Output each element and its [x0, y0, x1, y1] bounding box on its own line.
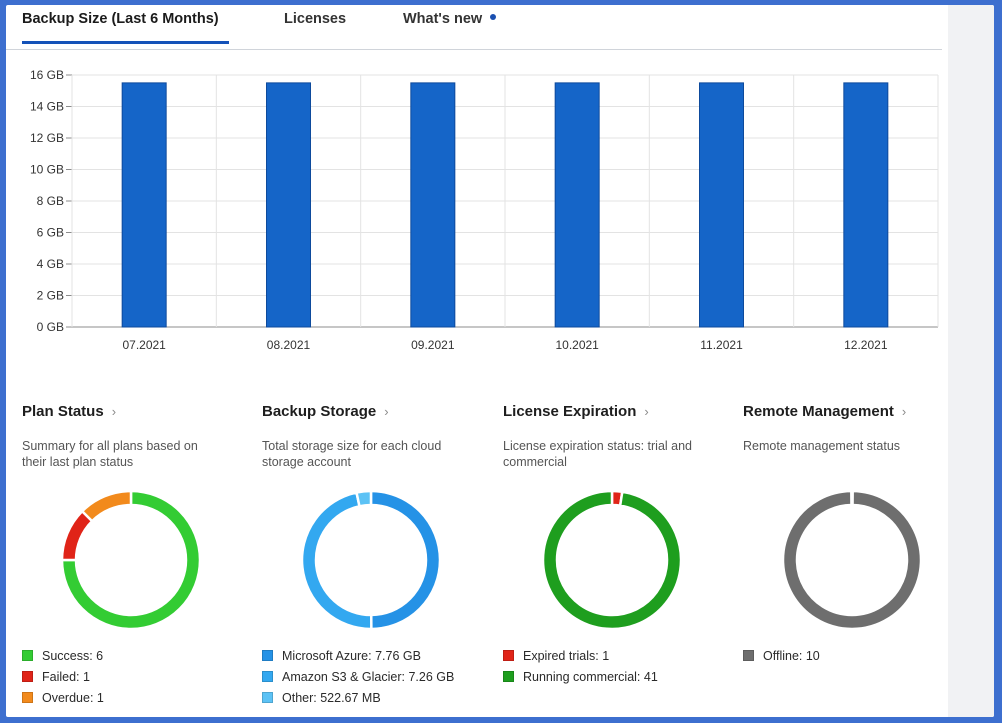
- chevron-right-icon: ›: [384, 404, 389, 419]
- remote-management-description: Remote management status: [743, 439, 901, 453]
- legend-label: Failed: 1: [42, 670, 90, 684]
- legend-swatch: [22, 671, 33, 683]
- x-tick-label: 11.2021: [700, 338, 743, 352]
- bar-09.2021[interactable]: [410, 82, 456, 328]
- plan-status-title[interactable]: Plan Status ›: [22, 403, 252, 420]
- donut-segment[interactable]: [541, 489, 683, 631]
- y-tick-label: 10 GB: [30, 163, 64, 177]
- legend-label: Overdue: 1: [42, 691, 104, 705]
- tab-bar: Backup Size (Last 6 Months) Licenses Wha…: [6, 5, 942, 50]
- y-tick-label: 14 GB: [30, 100, 64, 114]
- widget-plan-status: Plan Status › Summary for all plans based…: [22, 403, 252, 705]
- y-tick-label: 16 GB: [30, 68, 64, 82]
- legend-label: Success: 6: [42, 649, 104, 663]
- chevron-right-icon: ›: [644, 404, 649, 419]
- legend-swatch: [22, 650, 33, 662]
- donut-segment[interactable]: [60, 509, 94, 562]
- donut-segment[interactable]: [781, 489, 923, 631]
- new-indicator-dot: [490, 14, 497, 21]
- donut-segment[interactable]: [60, 489, 202, 631]
- legend-swatch: [503, 671, 514, 683]
- chevron-right-icon: ›: [901, 404, 907, 419]
- legend-item[interactable]: Microsoft Azure: 7.76 GB: [262, 646, 454, 667]
- license-expiration-legend: Expired trials: 1 Running commercial: 41: [503, 646, 658, 688]
- bar-12.2021[interactable]: [843, 82, 889, 328]
- legend-item[interactable]: Amazon S3 & Glacier: 7.26 GB: [262, 667, 454, 688]
- right-side-panel: [948, 5, 994, 717]
- widget-remote-management: Remote Management › Remote management sta…: [743, 403, 973, 703]
- plan-status-description: Summary for all plans based on their las…: [22, 439, 198, 469]
- backup-storage-legend: Microsoft Azure: 7.76 GB Amazon S3 & Glac…: [262, 646, 454, 709]
- legend-swatch: [503, 650, 514, 662]
- backup-storage-title-text: Backup Storage: [262, 403, 377, 420]
- y-tick-label: 4 GB: [37, 257, 64, 271]
- legend-item[interactable]: Offline: 10: [743, 646, 820, 667]
- remote-management-title[interactable]: Remote Management ›: [743, 403, 973, 420]
- donut-segment[interactable]: [369, 489, 442, 631]
- bar-07.2021[interactable]: [121, 82, 167, 328]
- legend-item[interactable]: Expired trials: 1: [503, 646, 658, 667]
- license-expiration-title[interactable]: License Expiration ›: [503, 403, 733, 420]
- legend-swatch: [262, 650, 273, 662]
- x-tick-label: 09.2021: [411, 338, 455, 352]
- legend-swatch: [743, 650, 754, 662]
- x-tick-label: 12.2021: [844, 338, 888, 352]
- y-tick-label: 6 GB: [37, 226, 64, 240]
- backup-size-chart: 0 GB 2 GB 4 GB 6 GB 8 GB 10 GB 12 GB 14 GB 16 GB…: [6, 57, 942, 367]
- legend-label: Amazon S3 & Glacier: 7.26 GB: [282, 670, 455, 684]
- plan-status-legend: Success: 6 Failed: 1 Overdue: 1: [22, 646, 104, 709]
- y-tick-label: 8 GB: [37, 194, 64, 208]
- backup-storage-description: Total storage size for each cloud storag…: [262, 439, 442, 469]
- legend-swatch: [262, 692, 273, 704]
- backup-size-bar-chart: 0 GB 2 GB 4 GB 6 GB 8 GB 10 GB 12 GB 14 GB 16 GB…: [30, 68, 939, 352]
- y-tick-label: 0 GB: [37, 320, 64, 334]
- remote-management-title-text: Remote Management: [743, 403, 894, 420]
- legend-label: Expired trials: 1: [523, 649, 610, 663]
- tab-backup-size[interactable]: Backup Size (Last 6 Months): [22, 11, 219, 27]
- license-expiration-donut: [541, 489, 683, 631]
- chevron-right-icon: ›: [111, 404, 117, 419]
- legend-label: Offline: 10: [763, 649, 820, 663]
- legend-label: Microsoft Azure: 7.76 GB: [282, 649, 421, 663]
- legend-swatch: [262, 671, 273, 683]
- bar-08.2021[interactable]: [266, 82, 311, 328]
- x-tick-label: 08.2021: [267, 338, 311, 352]
- license-expiration-description: License expiration status: trial and com…: [503, 439, 692, 469]
- donut-segment[interactable]: [80, 489, 133, 523]
- tab-licenses[interactable]: Licenses: [284, 11, 346, 27]
- bar-10.2021[interactable]: [554, 82, 600, 328]
- remote-management-legend: Offline: 10: [743, 646, 820, 667]
- active-tab-underline: [22, 41, 229, 44]
- x-tick-label: 07.2021: [122, 338, 166, 352]
- legend-item[interactable]: Overdue: 1: [22, 688, 104, 709]
- plan-status-donut: [60, 489, 202, 631]
- legend-item[interactable]: Other: 522.67 MB: [262, 688, 454, 709]
- dashboard-frame: Backup Size (Last 6 Months) Licenses Wha…: [6, 5, 994, 717]
- tab-licenses-label: Licenses: [284, 11, 347, 27]
- legend-item[interactable]: Success: 6: [22, 646, 104, 667]
- y-tick-label: 12 GB: [30, 131, 64, 145]
- widget-backup-storage: Backup Storage › Total storage size for e…: [262, 403, 492, 705]
- tab-whats-new-label: What's new: [403, 11, 483, 27]
- backup-storage-donut: [300, 489, 442, 631]
- backup-storage-title[interactable]: Backup Storage ›: [262, 403, 492, 420]
- legend-label: Other: 522.67 MB: [282, 691, 381, 705]
- legend-item[interactable]: Running commercial: 41: [503, 667, 658, 688]
- tab-whats-new[interactable]: What's new: [403, 11, 497, 27]
- legend-swatch: [22, 692, 33, 704]
- y-tick-label: 2 GB: [37, 289, 64, 303]
- remote-management-donut: [781, 489, 923, 631]
- legend-item[interactable]: Failed: 1: [22, 667, 104, 688]
- donut-segment[interactable]: [355, 489, 373, 508]
- legend-label: Running commercial: 41: [523, 670, 658, 684]
- donut-segment[interactable]: [300, 491, 373, 631]
- plan-status-title-text: Plan Status: [22, 403, 104, 420]
- tab-backup-size-label: Backup Size (Last 6 Months): [22, 11, 219, 27]
- bar-11.2021[interactable]: [699, 82, 744, 328]
- widget-license-expiration: License Expiration › License expiration s…: [503, 403, 733, 703]
- license-expiration-title-text: License Expiration: [503, 403, 637, 420]
- x-tick-label: 10.2021: [555, 338, 599, 352]
